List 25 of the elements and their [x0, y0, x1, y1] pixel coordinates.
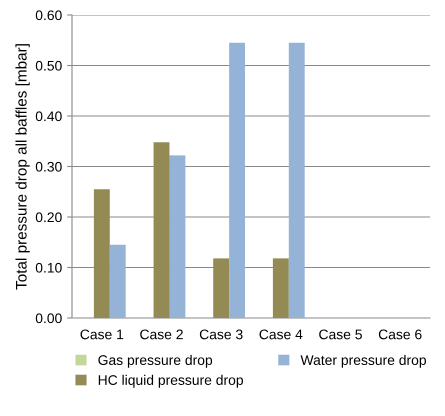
bar [154, 142, 170, 318]
x-tick-label: Case 4 [260, 329, 302, 340]
y-tick-label: 0.60 [36, 10, 62, 20]
bar [94, 189, 110, 318]
y-axis-title: Total pressure drop all baffles [mbar] [15, 44, 30, 290]
x-tick-label: Case 6 [378, 329, 422, 340]
bar [169, 155, 186, 318]
y-tick-label: 0.20 [36, 212, 62, 222]
bar [272, 258, 289, 318]
y-tick-label: 0.30 [36, 162, 62, 172]
bar [213, 258, 230, 318]
x-tick-label: Case 2 [140, 329, 183, 340]
y-tick-label: 0.10 [36, 262, 62, 273]
y-tick-label: 0.50 [36, 60, 62, 71]
bar [288, 42, 305, 318]
x-tick-label: Case 1 [80, 329, 124, 340]
x-tick-label: Case 3 [200, 329, 243, 340]
bar [110, 244, 126, 318]
legend-label: Gas pressure drop [98, 354, 212, 368]
bar [229, 42, 246, 318]
x-tick-label: Case 5 [319, 329, 362, 340]
y-tick-label: 0.40 [36, 111, 62, 122]
legend-label: Water pressure drop [300, 354, 426, 368]
legend-label: HC liquid pressure drop [98, 374, 243, 388]
y-tick-label: 0.00 [36, 313, 62, 324]
